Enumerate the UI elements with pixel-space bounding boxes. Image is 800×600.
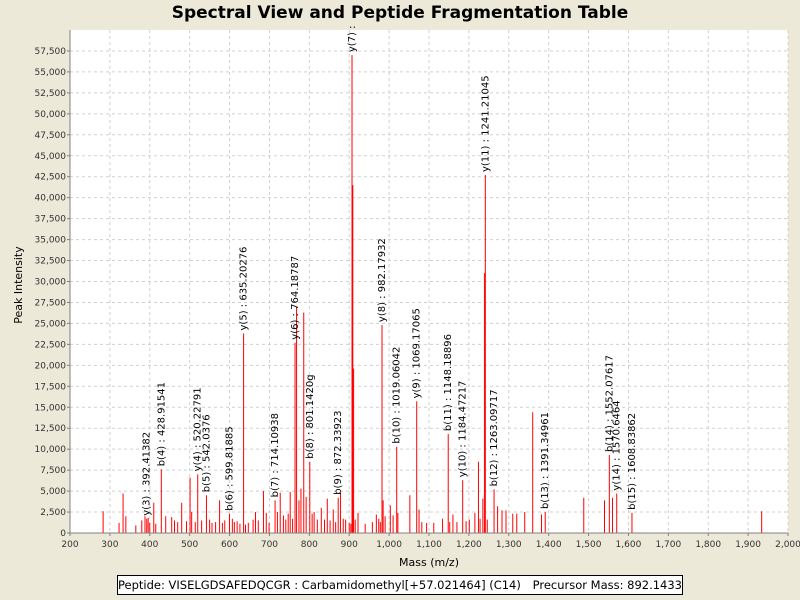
y-tick-label: 42,500 bbox=[35, 173, 67, 183]
fragment-label: b(15) : 1608.83862 bbox=[627, 413, 638, 510]
x-tick-label: 200 bbox=[61, 540, 78, 550]
fragment-label: y(11) : 1241.21045 bbox=[480, 75, 491, 172]
x-axis-title: Mass (m/z) bbox=[399, 556, 459, 569]
x-tick-label: 1,800 bbox=[695, 540, 721, 550]
x-tick-label: 600 bbox=[221, 540, 238, 550]
x-tick-label: 1,900 bbox=[735, 540, 761, 550]
x-tick-label: 1,000 bbox=[376, 540, 402, 550]
axes: 0 2,500 5,000 7,500 10,000 12,500 15,000 17,500… bbox=[35, 30, 800, 550]
fragment-label: b(14) : 1552.07617 bbox=[604, 355, 615, 452]
peak-bars bbox=[102, 55, 763, 533]
x-tick-label: 1,300 bbox=[496, 540, 522, 550]
fragment-label: y(10) : 1184.47217 bbox=[458, 381, 469, 478]
y-tick-label: 52,500 bbox=[35, 89, 67, 99]
y-tick-label: 20,000 bbox=[35, 361, 67, 371]
y-axis-title: Peak Intensity bbox=[12, 246, 25, 324]
fragment-label: y(9) : 1069.17065 bbox=[412, 308, 423, 398]
fragment-label: b(5) : 542.0376 bbox=[201, 414, 212, 492]
y-tick-label: 10,000 bbox=[35, 445, 67, 455]
fragment-label: b(6) : 599.81885 bbox=[224, 426, 235, 510]
fragment-label: b(13) : 1391.34961 bbox=[540, 412, 551, 509]
y-tick-label: 2,500 bbox=[40, 508, 66, 518]
x-tick-label: 1,600 bbox=[616, 540, 642, 550]
y-tick-label: 27,500 bbox=[35, 298, 67, 308]
x-tick-label: 1,500 bbox=[576, 540, 602, 550]
y-tick-label: 0 bbox=[60, 529, 66, 539]
fragment-label: b(9) : 872.33923 bbox=[333, 410, 344, 494]
x-tick-label: 800 bbox=[301, 540, 318, 550]
y-tick-label: 30,000 bbox=[35, 278, 67, 288]
precursor-mass-text: Precursor Mass: 892.1433 bbox=[532, 578, 682, 592]
x-tick-label: 500 bbox=[181, 540, 198, 550]
fragment-label: y(4) : 520.22791 bbox=[193, 387, 204, 471]
fragment-label: b(12) : 1263.09717 bbox=[489, 389, 500, 486]
y-tick-label: 12,500 bbox=[35, 424, 67, 434]
x-tick-label: 1,200 bbox=[456, 540, 482, 550]
y-tick-label: 15,000 bbox=[35, 403, 67, 413]
x-tick-label: 300 bbox=[101, 540, 118, 550]
y-tick-label: 32,500 bbox=[35, 257, 67, 267]
fragment-label: y(3) : 392.41382 bbox=[142, 432, 153, 516]
fragment-label: b(11) : 1148.18896 bbox=[443, 334, 454, 431]
y-tick-label: 7,500 bbox=[40, 466, 66, 476]
y-tick-label: 55,000 bbox=[35, 68, 67, 78]
plot-background bbox=[70, 30, 788, 533]
fragment-label: y(5) : 635.20276 bbox=[239, 247, 250, 331]
peptide-info-box: Peptide: VISELGDSAFEDQCGR : Carbamidomet… bbox=[117, 575, 683, 595]
fragment-label: b(10) : 1019.06042 bbox=[392, 347, 403, 444]
y-tick-label: 25,000 bbox=[35, 319, 67, 329]
y-tick-label: 22,500 bbox=[35, 340, 67, 350]
y-tick-label: 5,000 bbox=[40, 487, 66, 497]
x-tick-label: 1,100 bbox=[416, 540, 442, 550]
x-tick-label: 1,400 bbox=[536, 540, 562, 550]
chart-title: Spectral View and Peptide Fragmentation … bbox=[171, 3, 629, 23]
x-tick-label: 900 bbox=[341, 540, 358, 550]
y-tick-label: 35,000 bbox=[35, 236, 67, 246]
fragment-label: y(6) : 764.18787 bbox=[290, 256, 301, 340]
x-tick-label: 700 bbox=[261, 540, 278, 550]
y-tick-label: 37,500 bbox=[35, 215, 67, 225]
peptide-text: Peptide: VISELGDSAFEDQCGR : Carbamidomet… bbox=[118, 578, 521, 592]
fragment-label: y(14) : 1570.6464 bbox=[612, 400, 623, 490]
y-tick-label: 47,500 bbox=[35, 131, 67, 141]
fragment-label: y(7) : bbox=[347, 26, 358, 53]
y-tick-label: 57,500 bbox=[35, 47, 67, 57]
y-tick-label: 40,000 bbox=[35, 194, 67, 204]
y-tick-label: 17,500 bbox=[35, 382, 67, 392]
fragment-label: b(7) : 714.10938 bbox=[270, 413, 281, 497]
x-tick-label: 2,000 bbox=[775, 540, 800, 550]
x-tick-label: 400 bbox=[141, 540, 158, 550]
y-tick-label: 50,000 bbox=[35, 110, 67, 120]
x-tick-label: 1,700 bbox=[655, 540, 681, 550]
y-tick-label: 45,000 bbox=[35, 152, 67, 162]
fragment-label: y(8) : 982.17932 bbox=[377, 238, 388, 322]
fragment-label: b(4) : 428.91541 bbox=[156, 382, 167, 466]
fragment-label: b(8) : 801.1420g bbox=[305, 374, 316, 458]
